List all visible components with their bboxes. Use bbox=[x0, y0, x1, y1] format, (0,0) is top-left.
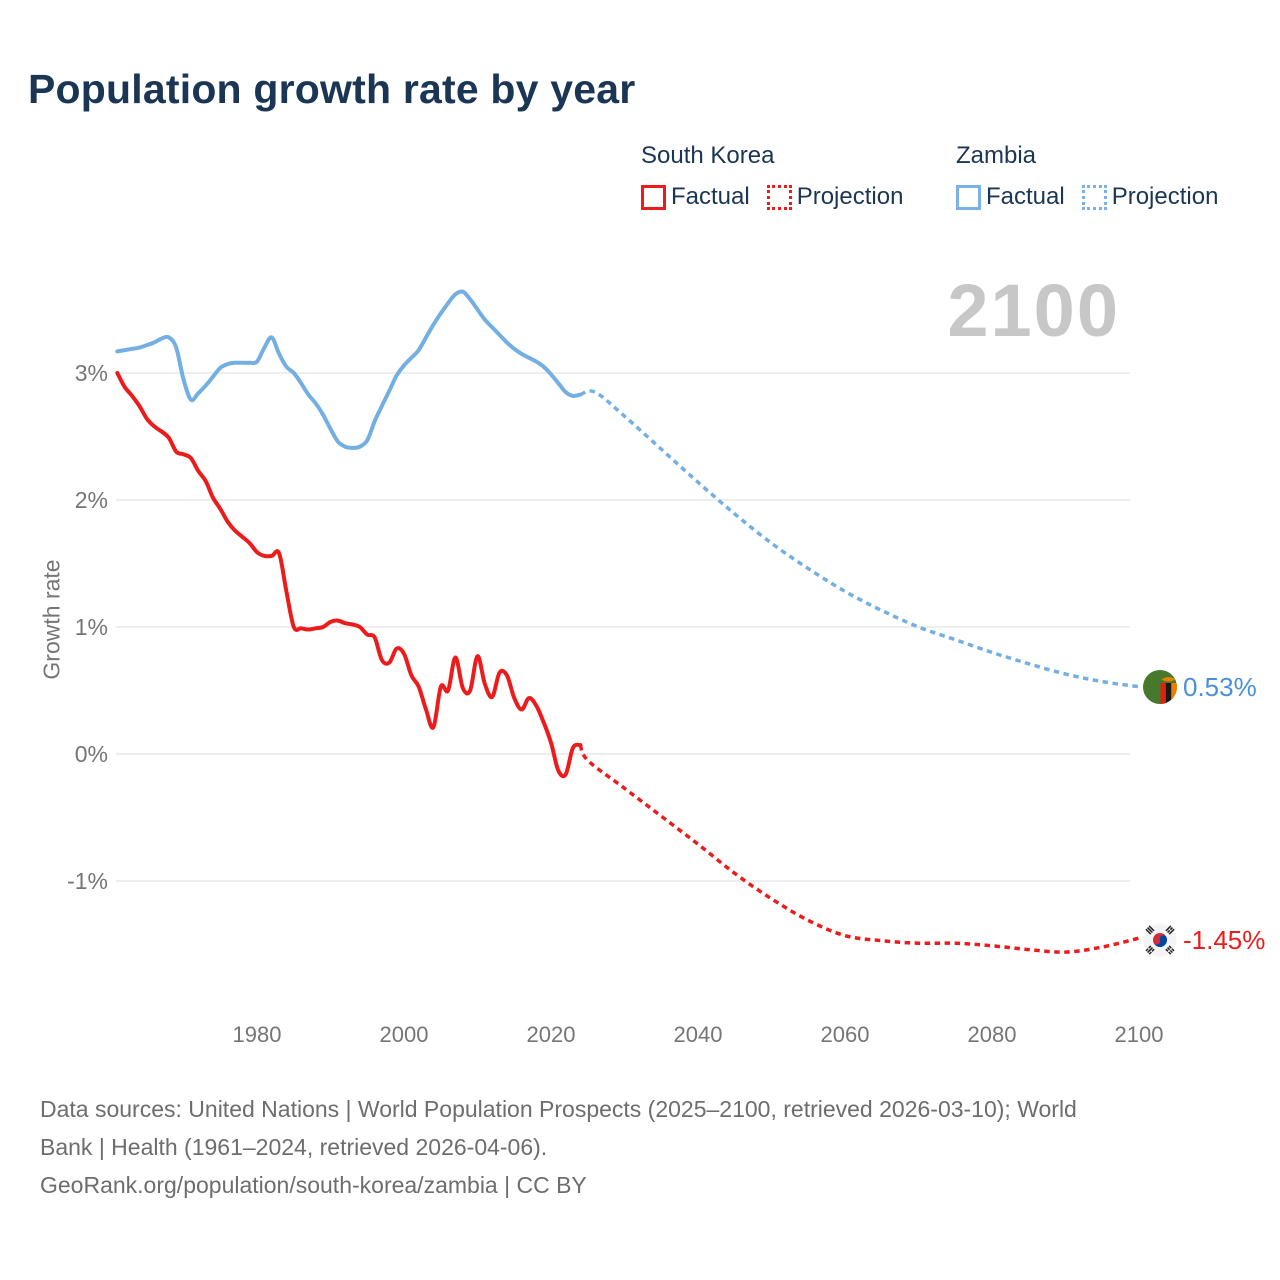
legend-country-label-zambia: Zambia bbox=[956, 142, 1037, 169]
x-tick-label: 2040 bbox=[673, 1022, 723, 1047]
x-tick-label: 2100 bbox=[1114, 1022, 1164, 1047]
y-tick-label: -1% bbox=[67, 868, 108, 894]
page-title: Population growth rate by year bbox=[28, 66, 636, 112]
x-tick-label: 2060 bbox=[820, 1022, 870, 1047]
south-korea-projection-line[interactable] bbox=[578, 744, 1140, 954]
x-tick-label: 2020 bbox=[526, 1022, 576, 1047]
sk-factual-swatch-icon bbox=[641, 184, 666, 210]
legend-item-label: Projection bbox=[796, 183, 904, 210]
legend-row-zambia: Factual Projection bbox=[956, 183, 1218, 211]
legend-item-label: Factual bbox=[986, 183, 1065, 210]
data-sources-line-2: Bank | Health (1961–2024, retrieved 2026… bbox=[40, 1134, 548, 1160]
legend-item-label: Projection bbox=[1111, 183, 1219, 210]
legend-country-label-south-korea: South Korea bbox=[641, 142, 775, 169]
zambia-factual-swatch-icon bbox=[956, 184, 981, 210]
legend-group-zambia: Zambia Factual Projection bbox=[956, 142, 1218, 211]
zambia-flag-icon bbox=[1143, 670, 1177, 704]
active-year-watermark: 2100 bbox=[947, 269, 1120, 352]
south-korea-flag-icon bbox=[1143, 923, 1177, 957]
zambia-projection-swatch-icon bbox=[1081, 184, 1107, 210]
legend-group-south-korea: South Korea Factual Projection bbox=[641, 142, 903, 211]
legend-item-zambia-factual[interactable]: Factual bbox=[956, 183, 1065, 211]
x-tick-label: 2000 bbox=[379, 1022, 429, 1047]
attribution-line: GeoRank.org/population/south-korea/zambi… bbox=[40, 1172, 587, 1198]
x-tick-label: 2080 bbox=[967, 1022, 1017, 1047]
end-label-south-korea: -1.45% bbox=[1143, 923, 1265, 957]
end-label-zambia: 0.53% bbox=[1143, 670, 1257, 704]
x-tick-label: 1980 bbox=[232, 1022, 282, 1047]
y-tick-label: 3% bbox=[74, 360, 108, 386]
legend-item-label: Factual bbox=[671, 183, 750, 210]
data-sources-line-1: Data sources: United Nations | World Pop… bbox=[40, 1096, 1077, 1122]
y-tick-label: 0% bbox=[74, 741, 108, 767]
legend-item-sk-factual[interactable]: Factual bbox=[641, 183, 750, 211]
y-tick-label: 1% bbox=[74, 614, 108, 640]
y-tick-label: 2% bbox=[74, 487, 108, 513]
south-korea-factual-line[interactable] bbox=[115, 371, 583, 779]
zambia-end-value: 0.53% bbox=[1183, 671, 1257, 702]
legend-item-sk-projection[interactable]: Projection bbox=[766, 183, 904, 211]
legend-row-south-korea: Factual Projection bbox=[641, 183, 903, 211]
zambia-projection-line[interactable] bbox=[579, 389, 1140, 689]
south-korea-end-value: -1.45% bbox=[1183, 924, 1266, 955]
legend-item-zambia-projection[interactable]: Projection bbox=[1081, 183, 1219, 211]
footer: Data sources: United Nations | World Pop… bbox=[40, 1090, 1240, 1204]
zambia-factual-line[interactable] bbox=[115, 289, 583, 450]
sk-projection-swatch-icon bbox=[766, 184, 792, 210]
